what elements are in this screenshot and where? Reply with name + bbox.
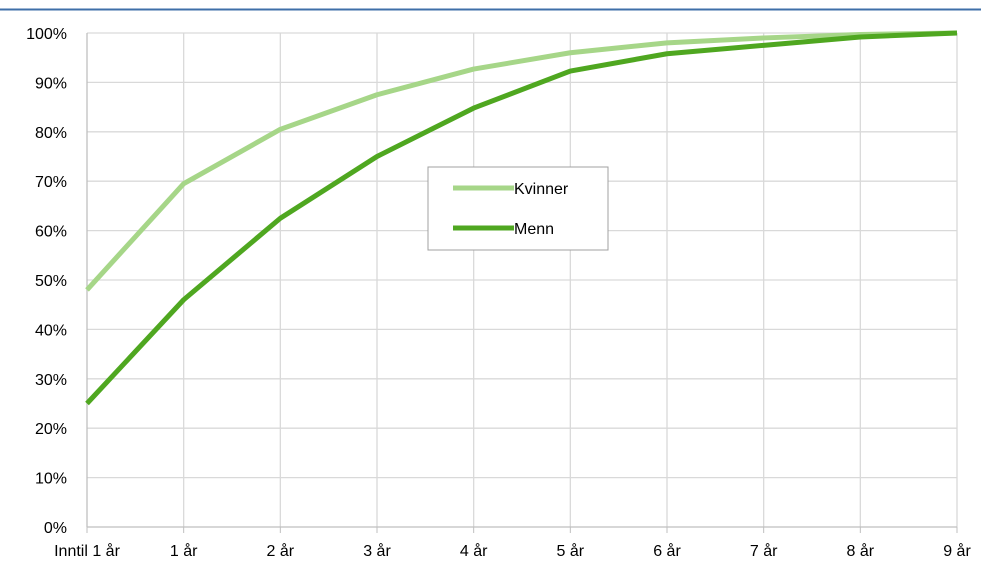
- x-tick-label: 4 år: [460, 542, 488, 560]
- y-tick-label: 80%: [35, 125, 67, 142]
- x-tick-label: 2 år: [267, 542, 295, 560]
- y-tick-label: 100%: [26, 26, 67, 43]
- legend-label-menn: Menn: [514, 221, 554, 238]
- y-tick-label: 50%: [35, 273, 67, 290]
- y-tick-label: 10%: [35, 471, 67, 488]
- x-tick-label: 3 år: [363, 542, 391, 560]
- y-tick-label: 60%: [35, 224, 67, 241]
- title-bar: [0, 0, 981, 9]
- legend-label-kvinner: Kvinner: [514, 181, 569, 198]
- y-axis-ticks: 0% 10% 20% 30% 40% 50% 60% 70% 80% 90% 100%: [26, 26, 67, 537]
- legend: Kvinner Menn: [427, 166, 609, 251]
- series-line-kvinner: [85, 30, 958, 292]
- x-tick-label: 9 år: [943, 542, 971, 560]
- x-tick-label: 1 år: [170, 542, 198, 560]
- y-tick-label: 0%: [44, 520, 67, 537]
- y-tick-label: 40%: [35, 322, 67, 339]
- series-line-menn: [85, 30, 958, 406]
- x-tick-label: 5 år: [557, 542, 585, 560]
- series-lines: [85, 30, 958, 406]
- axes: [86, 33, 958, 533]
- x-tick-label: Inntil 1 år: [54, 542, 120, 560]
- x-axis-ticks: Inntil 1 år 1 år 2 år 3 år 4 år 5 år 6 år 7 år 8…: [54, 542, 971, 560]
- y-tick-label: 70%: [35, 174, 67, 191]
- x-tick-label: 6 år: [653, 542, 681, 560]
- y-tick-label: 20%: [35, 421, 67, 438]
- x-tick-label: 8 år: [847, 542, 875, 560]
- x-tick-label: 7 år: [750, 542, 778, 560]
- y-tick-label: 90%: [35, 75, 67, 92]
- y-tick-label: 30%: [35, 372, 67, 389]
- gridlines: [87, 32, 958, 527]
- legend-box: [427, 166, 609, 251]
